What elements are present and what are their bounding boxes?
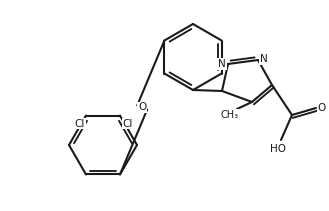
Text: Cl: Cl [123, 119, 133, 128]
Text: Cl: Cl [75, 119, 85, 128]
Text: N: N [260, 54, 268, 64]
Text: CH₃: CH₃ [221, 110, 239, 120]
Text: O: O [138, 103, 146, 112]
Text: O: O [318, 103, 326, 113]
Text: N: N [218, 59, 226, 69]
Text: HO: HO [270, 144, 286, 154]
